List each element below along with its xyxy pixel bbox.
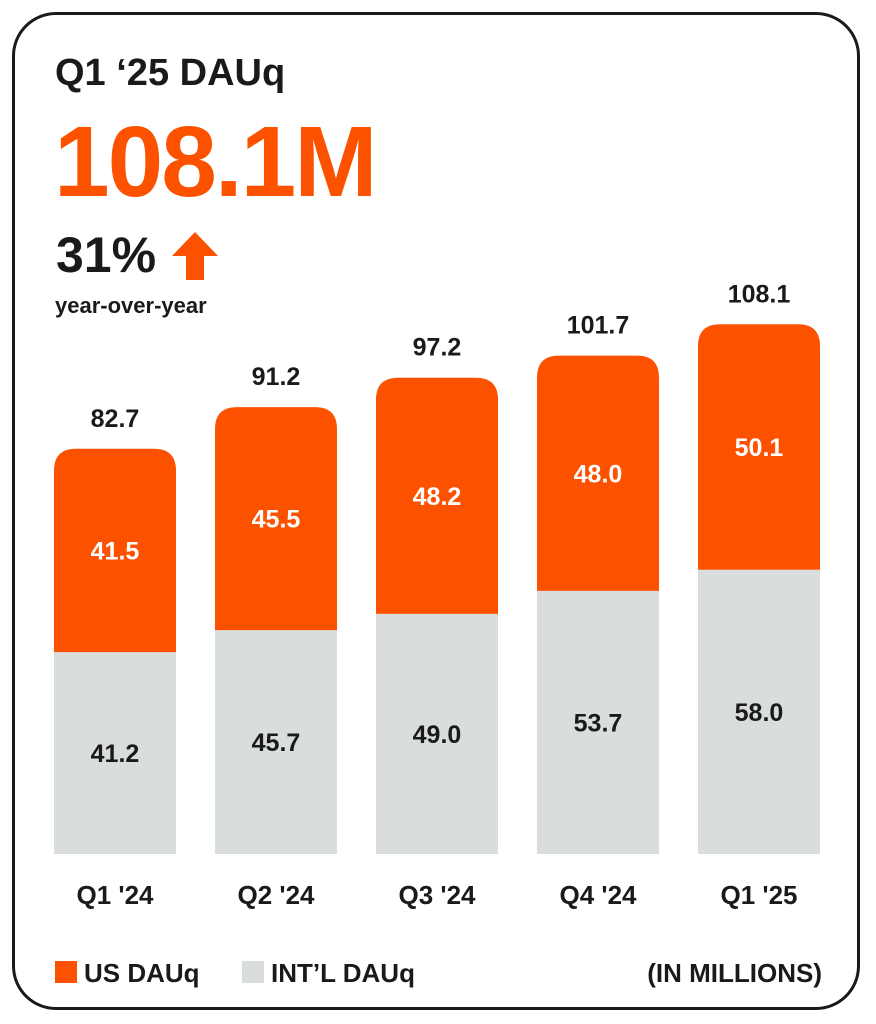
data-label-intl: 58.0 xyxy=(735,699,784,727)
data-label-total: 91.2 xyxy=(252,363,301,391)
growth-value: 31% xyxy=(56,227,157,283)
data-label-us: 50.1 xyxy=(735,434,784,462)
bar-intl xyxy=(215,630,337,854)
data-label-intl: 41.2 xyxy=(91,740,140,768)
data-label-total: 97.2 xyxy=(413,334,462,362)
card-title: Q1 ‘25 DAUq xyxy=(55,52,286,94)
data-label-us: 41.5 xyxy=(91,537,140,565)
data-label-total: 101.7 xyxy=(567,312,630,340)
data-label-us: 45.5 xyxy=(252,506,301,534)
x-tick-label: Q1 '25 xyxy=(720,880,797,910)
data-label-total: 108.1 xyxy=(728,280,791,308)
data-label-us: 48.2 xyxy=(413,483,462,511)
growth-label: year-over-year xyxy=(55,293,207,318)
x-tick-label: Q3 '24 xyxy=(398,880,476,910)
bar-intl xyxy=(698,569,820,854)
data-label-intl: 45.7 xyxy=(252,729,301,757)
x-tick-label: Q2 '24 xyxy=(237,880,315,910)
headline-value: 108.1M xyxy=(54,106,378,218)
bar-us xyxy=(698,324,820,570)
bar-us xyxy=(215,407,337,631)
data-label-total: 82.7 xyxy=(91,405,140,433)
bar-intl xyxy=(54,652,176,854)
data-label-intl: 53.7 xyxy=(574,709,623,737)
bar-intl xyxy=(537,590,659,854)
bar-intl xyxy=(376,613,498,854)
legend-swatch-us xyxy=(55,961,77,983)
legend-label-us: US DAUq xyxy=(84,958,200,988)
bar-us xyxy=(537,355,659,591)
bar-us xyxy=(376,377,498,614)
units-label: (IN MILLIONS) xyxy=(647,958,822,988)
data-label-intl: 49.0 xyxy=(413,721,462,749)
bar-us xyxy=(54,448,176,653)
legend-label-intl: INT’L DAUq xyxy=(271,958,415,988)
x-tick-label: Q1 '24 xyxy=(76,880,154,910)
x-tick-label: Q4 '24 xyxy=(559,880,637,910)
arrow-up-icon xyxy=(172,232,218,280)
legend-swatch-intl xyxy=(242,961,264,983)
data-label-us: 48.0 xyxy=(574,460,623,488)
